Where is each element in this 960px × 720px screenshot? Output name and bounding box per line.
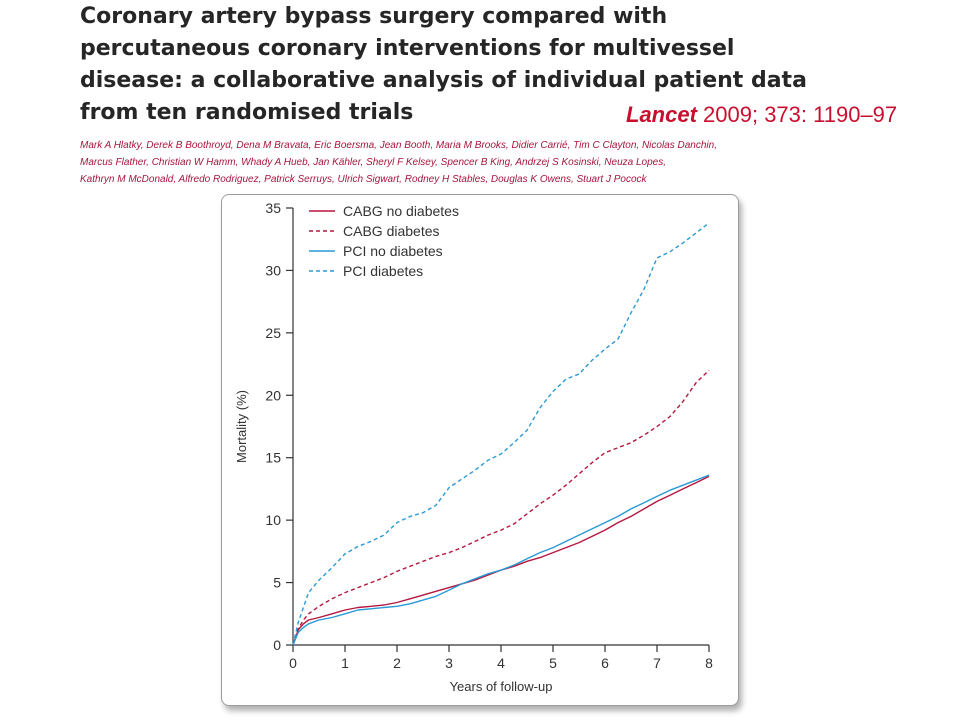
- legend-label-3: PCI no diabetes: [343, 243, 443, 259]
- x-tick-label: 8: [705, 655, 713, 671]
- series-line-1: [292, 475, 710, 646]
- x-tick-label: 4: [497, 655, 505, 671]
- citation-details: 2009; 373: 1190–97: [696, 102, 898, 127]
- authors-line-2: Marcus Flather, Christian W Hamm, Whady …: [80, 157, 666, 168]
- mortality-chart: 0 5 10 15 20 25 30 35 0 1 2 3 4 5 6 7 8 CABG no diabetes…: [234, 200, 713, 694]
- authors-line-3: Kathryn M McDonald, Alfredo Rodriguez, P…: [80, 174, 647, 185]
- series-line-4: [292, 222, 710, 646]
- x-tick-label: 2: [393, 655, 401, 671]
- y-tick-label: 0: [273, 637, 281, 653]
- series-line-3: [292, 474, 710, 646]
- y-axis-label: Mortality (%): [234, 390, 249, 463]
- axes: 0 5 10 15 20 25 30 35 0 1 2 3 4 5 6 7 8: [265, 200, 713, 671]
- citation: Lancet 2009; 373: 1190–97: [626, 100, 897, 130]
- y-tick-label: 25: [265, 325, 281, 341]
- x-tick-label: 6: [601, 655, 609, 671]
- title-line-2: percutaneous coronary interventions for …: [80, 36, 735, 61]
- citation-journal: Lancet: [626, 102, 697, 127]
- chart-frame: 0 5 10 15 20 25 30 35 0 1 2 3 4 5 6 7 8 CABG no diabetes…: [221, 194, 739, 706]
- x-tick-label: 3: [445, 655, 453, 671]
- legend-label-1: CABG no diabetes: [343, 203, 459, 219]
- legend-label-4: PCI diabetes: [343, 263, 423, 279]
- x-tick-label: 7: [653, 655, 661, 671]
- series-line-2: [292, 369, 710, 646]
- title-line-1: Coronary artery bypass surgery compared …: [80, 4, 668, 29]
- y-tick-label: 35: [265, 200, 281, 216]
- y-tick-label: 5: [273, 575, 281, 591]
- y-tick-label: 30: [265, 262, 281, 278]
- y-tick-label: 15: [265, 450, 281, 466]
- y-tick-label: 10: [265, 512, 281, 528]
- title-line-3: disease: a collaborative analysis of ind…: [80, 68, 807, 93]
- legend: CABG no diabetes CABG diabetes PCI no diab…: [309, 203, 459, 279]
- authors-line-1: Mark A Hlatky, Derek B Boothroyd, Dena M…: [80, 140, 717, 151]
- x-tick-label: 1: [341, 655, 349, 671]
- x-axis-label: Years of follow-up: [450, 679, 553, 694]
- x-tick-label: 5: [549, 655, 557, 671]
- x-tick-label: 0: [289, 655, 297, 671]
- series-layer: [292, 222, 710, 646]
- legend-label-2: CABG diabetes: [343, 223, 440, 239]
- y-tick-label: 20: [265, 387, 281, 403]
- title-line-4: from ten randomised trials: [80, 100, 414, 125]
